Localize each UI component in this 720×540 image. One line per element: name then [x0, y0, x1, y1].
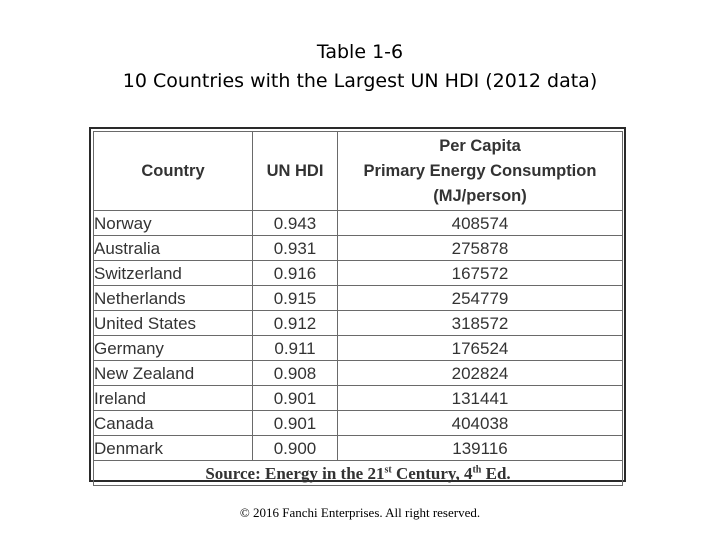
header-country: Country	[93, 131, 253, 211]
cell-country: Ireland	[93, 385, 253, 411]
cell-country: New Zealand	[93, 360, 253, 386]
cell-country: Netherlands	[93, 285, 253, 311]
cell-un-hdi: 0.931	[252, 235, 338, 261]
cell-energy: 404038	[337, 410, 623, 436]
cell-country: Denmark	[93, 435, 253, 461]
source-note: Source: Energy in the 21st Century, 4th …	[93, 460, 623, 486]
cell-un-hdi: 0.901	[252, 410, 338, 436]
table-row: Ireland 0.901 131441	[93, 385, 623, 411]
cell-energy: 408574	[337, 210, 623, 236]
source-sup-st: st	[384, 463, 392, 475]
cell-country: Australia	[93, 235, 253, 261]
header-energy-line3: (MJ/person)	[433, 186, 527, 205]
cell-energy: 167572	[337, 260, 623, 286]
table-row: Netherlands 0.915 254779	[93, 285, 623, 311]
cell-country: United States	[93, 310, 253, 336]
table-caption: 10 Countries with the Largest UN HDI (20…	[122, 70, 598, 92]
table-row: United States 0.912 318572	[93, 310, 623, 336]
data-table-frame: Country UN HDI Per Capita Primary Energy…	[89, 127, 626, 486]
table-number: Table 1-6	[316, 41, 404, 63]
source-middle: Century, 4	[391, 463, 473, 483]
header-un-hdi: UN HDI	[252, 131, 338, 211]
cell-country: Switzerland	[93, 260, 253, 286]
source-suffix: Ed.	[481, 463, 511, 483]
table-row: Norway 0.943 408574	[93, 210, 623, 236]
cell-un-hdi: 0.908	[252, 360, 338, 386]
table-body: Norway 0.943 408574 Australia 0.931 275878 Swi…	[93, 210, 623, 461]
cell-energy: 275878	[337, 235, 623, 261]
cell-un-hdi: 0.911	[252, 335, 338, 361]
source-row: Source: Energy in the 21st Century, 4th …	[93, 460, 623, 486]
cell-country: Germany	[93, 335, 253, 361]
page-title: Table 1-6 10 Countries with the Largest …	[0, 38, 720, 96]
cell-energy: 202824	[337, 360, 623, 386]
cell-energy: 318572	[337, 310, 623, 336]
table-row: Australia 0.931 275878	[93, 235, 623, 261]
cell-un-hdi: 0.900	[252, 435, 338, 461]
table-row: Denmark 0.900 139116	[93, 435, 623, 461]
cell-country: Norway	[93, 210, 253, 236]
source-prefix: Source: Energy in the 21	[205, 463, 385, 483]
cell-country: Canada	[93, 410, 253, 436]
hdi-table: Country UN HDI Per Capita Primary Energy…	[93, 131, 623, 486]
table-header-row: Country UN HDI Per Capita Primary Energy…	[93, 131, 623, 211]
cell-energy: 254779	[337, 285, 623, 311]
cell-un-hdi: 0.912	[252, 310, 338, 336]
table-row: New Zealand 0.908 202824	[93, 360, 623, 386]
header-energy: Per Capita Primary Energy Consumption (M…	[337, 131, 623, 211]
cell-energy: 176524	[337, 335, 623, 361]
cell-energy: 139116	[337, 435, 623, 461]
table-row: Switzerland 0.916 167572	[93, 260, 623, 286]
header-energy-line2: Primary Energy Consumption	[363, 161, 597, 180]
table-row: Canada 0.901 404038	[93, 410, 623, 436]
cell-un-hdi: 0.943	[252, 210, 338, 236]
source-sup-th: th	[472, 463, 482, 475]
table-row: Germany 0.911 176524	[93, 335, 623, 361]
copyright-notice: © 2016 Fanchi Enterprises. All right res…	[239, 505, 481, 520]
cell-energy: 131441	[337, 385, 623, 411]
header-energy-line1: Per Capita	[439, 136, 521, 155]
cell-un-hdi: 0.916	[252, 260, 338, 286]
cell-un-hdi: 0.915	[252, 285, 338, 311]
cell-un-hdi: 0.901	[252, 385, 338, 411]
